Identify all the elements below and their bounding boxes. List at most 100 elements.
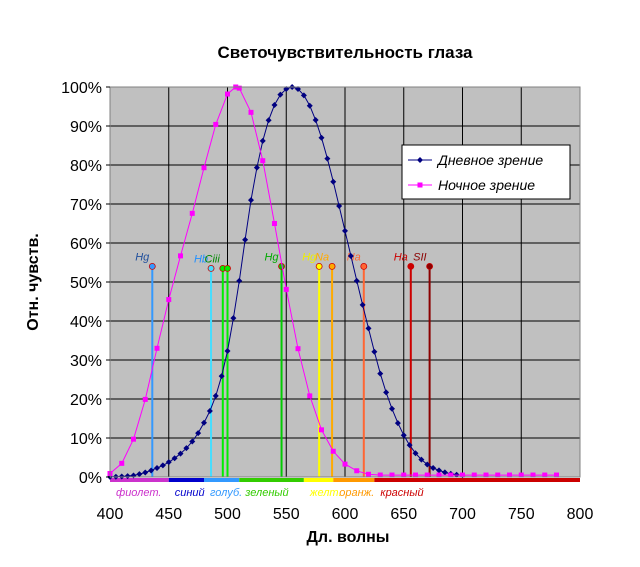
data-point bbox=[183, 445, 190, 452]
data-point bbox=[400, 432, 407, 439]
y-tick-label: 20% bbox=[70, 392, 102, 409]
data-point bbox=[330, 448, 336, 454]
data-point bbox=[365, 325, 372, 332]
data-point bbox=[189, 210, 195, 216]
x-tick-label: 450 bbox=[155, 506, 182, 523]
data-point bbox=[483, 472, 489, 478]
data-point bbox=[424, 461, 431, 468]
spectral-line-dot bbox=[328, 262, 336, 270]
data-point bbox=[306, 102, 313, 109]
y-tick-label: 0% bbox=[79, 470, 102, 487]
data-point bbox=[154, 345, 160, 351]
data-point bbox=[206, 407, 213, 414]
data-point bbox=[389, 472, 395, 478]
x-tick-label: 500 bbox=[214, 506, 241, 523]
data-point bbox=[389, 405, 395, 412]
data-point bbox=[424, 472, 430, 478]
data-point bbox=[236, 85, 242, 91]
data-point bbox=[377, 370, 384, 377]
data-point bbox=[342, 227, 348, 234]
color-band-label: фиолет. bbox=[116, 487, 161, 499]
spectral-line-label: Hg bbox=[302, 251, 317, 263]
y-tick-label: 10% bbox=[70, 431, 102, 448]
spectral-line-dot bbox=[315, 262, 323, 270]
data-point bbox=[342, 461, 348, 467]
data-point bbox=[507, 472, 512, 478]
data-point bbox=[236, 277, 243, 284]
legend-marker bbox=[417, 157, 423, 163]
data-point bbox=[312, 116, 319, 123]
data-point bbox=[366, 471, 371, 477]
data-point bbox=[195, 430, 202, 437]
spectral-line-dot bbox=[426, 262, 434, 270]
spectral-line-label: Ciii bbox=[205, 253, 221, 265]
data-point bbox=[413, 472, 418, 478]
data-point bbox=[307, 393, 313, 399]
x-tick-label: 600 bbox=[332, 506, 359, 523]
chart-title: Светочувствительность глаза bbox=[217, 43, 473, 62]
data-point bbox=[283, 286, 289, 292]
data-point bbox=[119, 460, 125, 466]
data-point bbox=[330, 178, 337, 185]
spectral-line-dot bbox=[148, 262, 156, 270]
color-band-label: желт. bbox=[309, 487, 342, 499]
data-point bbox=[225, 91, 230, 97]
data-point bbox=[213, 121, 219, 127]
y-tick-label: 50% bbox=[70, 275, 102, 292]
x-tick-label: 650 bbox=[390, 506, 417, 523]
spectral-line-label: SII bbox=[413, 251, 426, 263]
color-band-label: красный bbox=[380, 487, 423, 499]
color-band-label: зеленый bbox=[244, 487, 288, 499]
spectral-line-label: Hg bbox=[135, 251, 150, 263]
data-point bbox=[248, 197, 254, 204]
data-point bbox=[518, 472, 524, 478]
x-tick-label: 800 bbox=[567, 506, 594, 523]
y-tick-label: 90% bbox=[70, 119, 102, 136]
data-point bbox=[277, 91, 284, 98]
data-point bbox=[418, 456, 425, 463]
x-tick-label: 750 bbox=[508, 506, 535, 523]
data-point bbox=[148, 467, 155, 474]
data-point bbox=[124, 473, 131, 480]
data-point bbox=[154, 465, 160, 472]
data-point bbox=[142, 396, 148, 402]
data-point bbox=[430, 464, 437, 471]
spectral-line-dot bbox=[407, 262, 415, 270]
spectral-line-label: Hg bbox=[264, 251, 279, 263]
x-tick-label: 700 bbox=[449, 506, 476, 523]
data-point bbox=[242, 236, 249, 243]
data-point bbox=[436, 472, 442, 478]
color-band-label: оранж. bbox=[339, 487, 374, 499]
y-tick-label: 80% bbox=[70, 158, 102, 175]
data-point bbox=[319, 427, 324, 433]
data-point bbox=[166, 297, 172, 303]
legend-marker bbox=[417, 182, 423, 188]
data-point bbox=[401, 472, 407, 478]
data-point bbox=[165, 459, 172, 466]
data-point bbox=[412, 450, 419, 457]
data-point bbox=[159, 462, 166, 469]
data-point bbox=[189, 438, 196, 445]
data-point bbox=[471, 472, 477, 478]
data-point bbox=[265, 117, 272, 124]
data-point bbox=[177, 450, 184, 457]
spectral-line-label: Ha bbox=[394, 251, 408, 263]
x-tick-label: 400 bbox=[97, 506, 124, 523]
data-point bbox=[224, 348, 231, 355]
y-tick-label: 60% bbox=[70, 236, 102, 253]
color-band-label: синий bbox=[175, 487, 205, 499]
data-point bbox=[300, 92, 307, 99]
data-point bbox=[218, 373, 225, 380]
data-point bbox=[359, 301, 366, 308]
y-tick-label: 100% bbox=[61, 80, 102, 97]
spectral-line-dot bbox=[360, 262, 368, 270]
y-axis-label: Отн. чувств. bbox=[25, 233, 42, 330]
data-point bbox=[230, 315, 237, 322]
legend-box bbox=[401, 144, 571, 200]
data-point bbox=[201, 419, 207, 426]
data-point bbox=[336, 202, 343, 209]
data-point bbox=[271, 101, 278, 108]
series-line bbox=[109, 86, 557, 476]
data-point bbox=[530, 472, 536, 478]
data-point bbox=[347, 252, 354, 259]
